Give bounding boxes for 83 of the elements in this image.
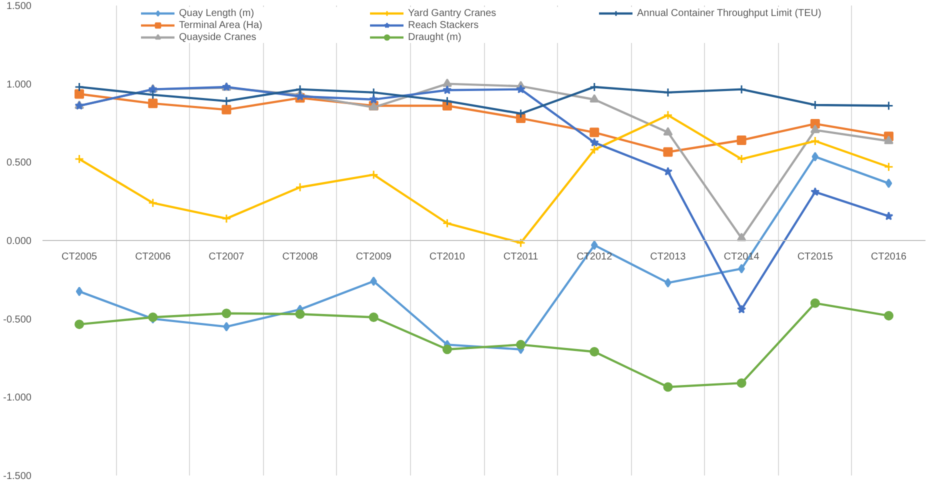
point [810, 187, 820, 196]
point [222, 104, 232, 114]
point [736, 378, 746, 388]
x-tick-label: CT2007 [208, 252, 245, 262]
point [368, 312, 378, 322]
point [516, 84, 526, 94]
x-tick-label: CT2011 [503, 252, 539, 262]
point [663, 110, 673, 120]
point [74, 154, 84, 164]
point [884, 162, 894, 172]
x-tick-label: CT2008 [282, 252, 318, 262]
legend-label: Quayside Cranes [179, 31, 258, 43]
point [295, 182, 305, 192]
x-tick-label: CT2013 [650, 252, 686, 262]
point [884, 211, 894, 220]
point [222, 96, 232, 106]
legend-label: Terminal Area (Ha) [179, 19, 264, 31]
y-tick-label: 0.500 [6, 158, 32, 169]
point [590, 82, 600, 92]
point [812, 152, 819, 162]
point [516, 238, 526, 248]
y-tick-label: 0.000 [6, 236, 32, 247]
point [295, 92, 305, 100]
legend-label: Draught (m) [408, 31, 462, 43]
point [295, 309, 305, 319]
x-tick-label: CT2005 [62, 252, 98, 262]
point [664, 278, 672, 288]
point [368, 88, 378, 98]
x-tick-label: CT2016 [870, 252, 907, 262]
point [663, 147, 673, 157]
point [736, 154, 746, 164]
point [884, 136, 894, 144]
point [442, 78, 452, 87]
point [74, 89, 84, 99]
point [76, 286, 83, 296]
point [74, 320, 84, 330]
point [663, 127, 673, 136]
point [223, 322, 230, 332]
x-tick-label: CT2010 [429, 252, 466, 262]
point [148, 90, 158, 100]
point [368, 170, 378, 180]
point [590, 144, 600, 154]
point [736, 135, 746, 145]
y-tick-label: -1.000 [3, 392, 32, 404]
point [810, 298, 820, 308]
point [738, 264, 745, 274]
point [590, 240, 598, 250]
point [590, 128, 600, 138]
y-tick-label: -1.500 [3, 471, 32, 482]
point [442, 218, 452, 228]
point [74, 82, 84, 92]
legend-label: Quay Length (m) [179, 7, 256, 19]
point [442, 85, 452, 94]
point [442, 344, 452, 354]
x-tick-label: CT2006 [135, 252, 172, 262]
point [369, 94, 378, 104]
point [663, 382, 673, 392]
point [516, 340, 526, 350]
point [663, 88, 673, 98]
point [810, 136, 820, 146]
point [590, 138, 599, 147]
point [222, 308, 232, 318]
x-tick-label: CT2015 [797, 252, 834, 262]
legend-label: Yard Gantry Cranes [408, 7, 498, 19]
point [516, 108, 526, 118]
y-tick-label: 1.000 [6, 79, 32, 90]
point [222, 214, 232, 224]
point [148, 98, 158, 108]
point [736, 304, 746, 314]
point [370, 276, 378, 286]
x-tick-label: CT2009 [356, 252, 392, 262]
point [663, 166, 673, 176]
point [810, 124, 820, 134]
legend-label: Annual Container Throughput Limit (TEU) [637, 7, 822, 19]
point [442, 96, 452, 106]
point [590, 94, 600, 103]
point [884, 310, 894, 320]
legend-label: Reach Stackers [408, 19, 480, 31]
y-tick-label: -0.500 [3, 314, 32, 326]
y-tick-label: 1.500 [6, 1, 32, 12]
point [885, 178, 892, 188]
point [590, 346, 600, 356]
point [148, 198, 158, 208]
